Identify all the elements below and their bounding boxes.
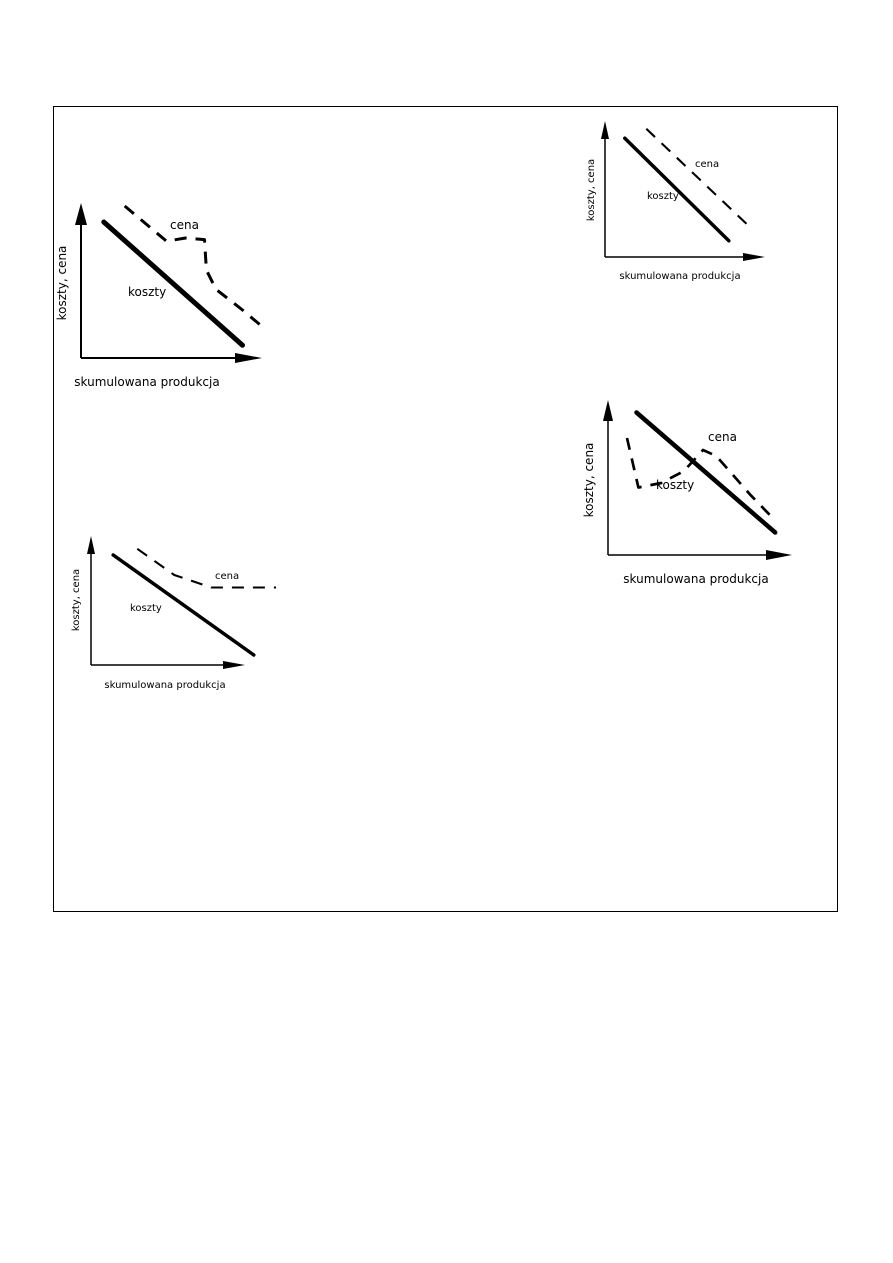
series-koszty-line bbox=[623, 136, 731, 243]
y-axis-arrow bbox=[603, 400, 613, 421]
x-axis-label: skumulowana produkcja bbox=[623, 572, 768, 586]
series-label-cena: cena bbox=[170, 218, 199, 232]
y-axis-label: koszty, cena bbox=[55, 246, 69, 321]
y-axis-label: koszty, cena bbox=[582, 443, 596, 518]
series-label-koszty: koszty bbox=[656, 478, 694, 492]
chart-panel-3: koszty, cena skumulowana produkcja koszt… bbox=[71, 536, 276, 691]
x-axis-arrow bbox=[743, 253, 765, 261]
y-axis-label: koszty, cena bbox=[586, 159, 597, 221]
series-cena-line bbox=[625, 437, 777, 522]
series-label-koszty: koszty bbox=[647, 191, 679, 202]
y-axis-label: koszty, cena bbox=[71, 569, 82, 631]
series-label-koszty: koszty bbox=[128, 285, 166, 299]
x-axis-label: skumulowana produkcja bbox=[74, 375, 219, 389]
series-label-cena: cena bbox=[695, 159, 719, 170]
x-axis-label: skumulowana produkcja bbox=[104, 680, 225, 691]
series-cena-line bbox=[645, 128, 751, 229]
series-cena-line bbox=[136, 547, 276, 589]
x-axis-arrow bbox=[235, 353, 262, 363]
series-cena-line bbox=[123, 204, 263, 328]
y-axis-arrow bbox=[601, 121, 609, 139]
x-axis-arrow bbox=[766, 550, 792, 560]
series-label-cena: cena bbox=[708, 430, 737, 444]
plot-area bbox=[101, 204, 263, 348]
y-axis-arrow bbox=[75, 203, 87, 225]
plot-area bbox=[111, 547, 276, 657]
series-koszty-line bbox=[111, 553, 256, 657]
series-koszty-line bbox=[101, 219, 245, 348]
figure-frame bbox=[53, 106, 838, 912]
plot-area bbox=[623, 128, 751, 243]
series-koszty-line bbox=[634, 410, 778, 535]
y-axis-arrow bbox=[87, 536, 95, 554]
x-axis-arrow bbox=[223, 661, 245, 669]
x-axis-label: skumulowana produkcja bbox=[619, 271, 740, 282]
chart-panel-2: koszty, cena skumulowana produkcja koszt… bbox=[586, 121, 765, 282]
series-label-cena: cena bbox=[215, 571, 239, 582]
plot-area bbox=[625, 410, 778, 535]
series-label-koszty: koszty bbox=[130, 603, 162, 614]
chart-panel-4: koszty, cena skumulowana produkcja koszt… bbox=[582, 400, 792, 586]
chart-panel-1: koszty, cena skumulowana produkcja koszt… bbox=[55, 203, 263, 389]
